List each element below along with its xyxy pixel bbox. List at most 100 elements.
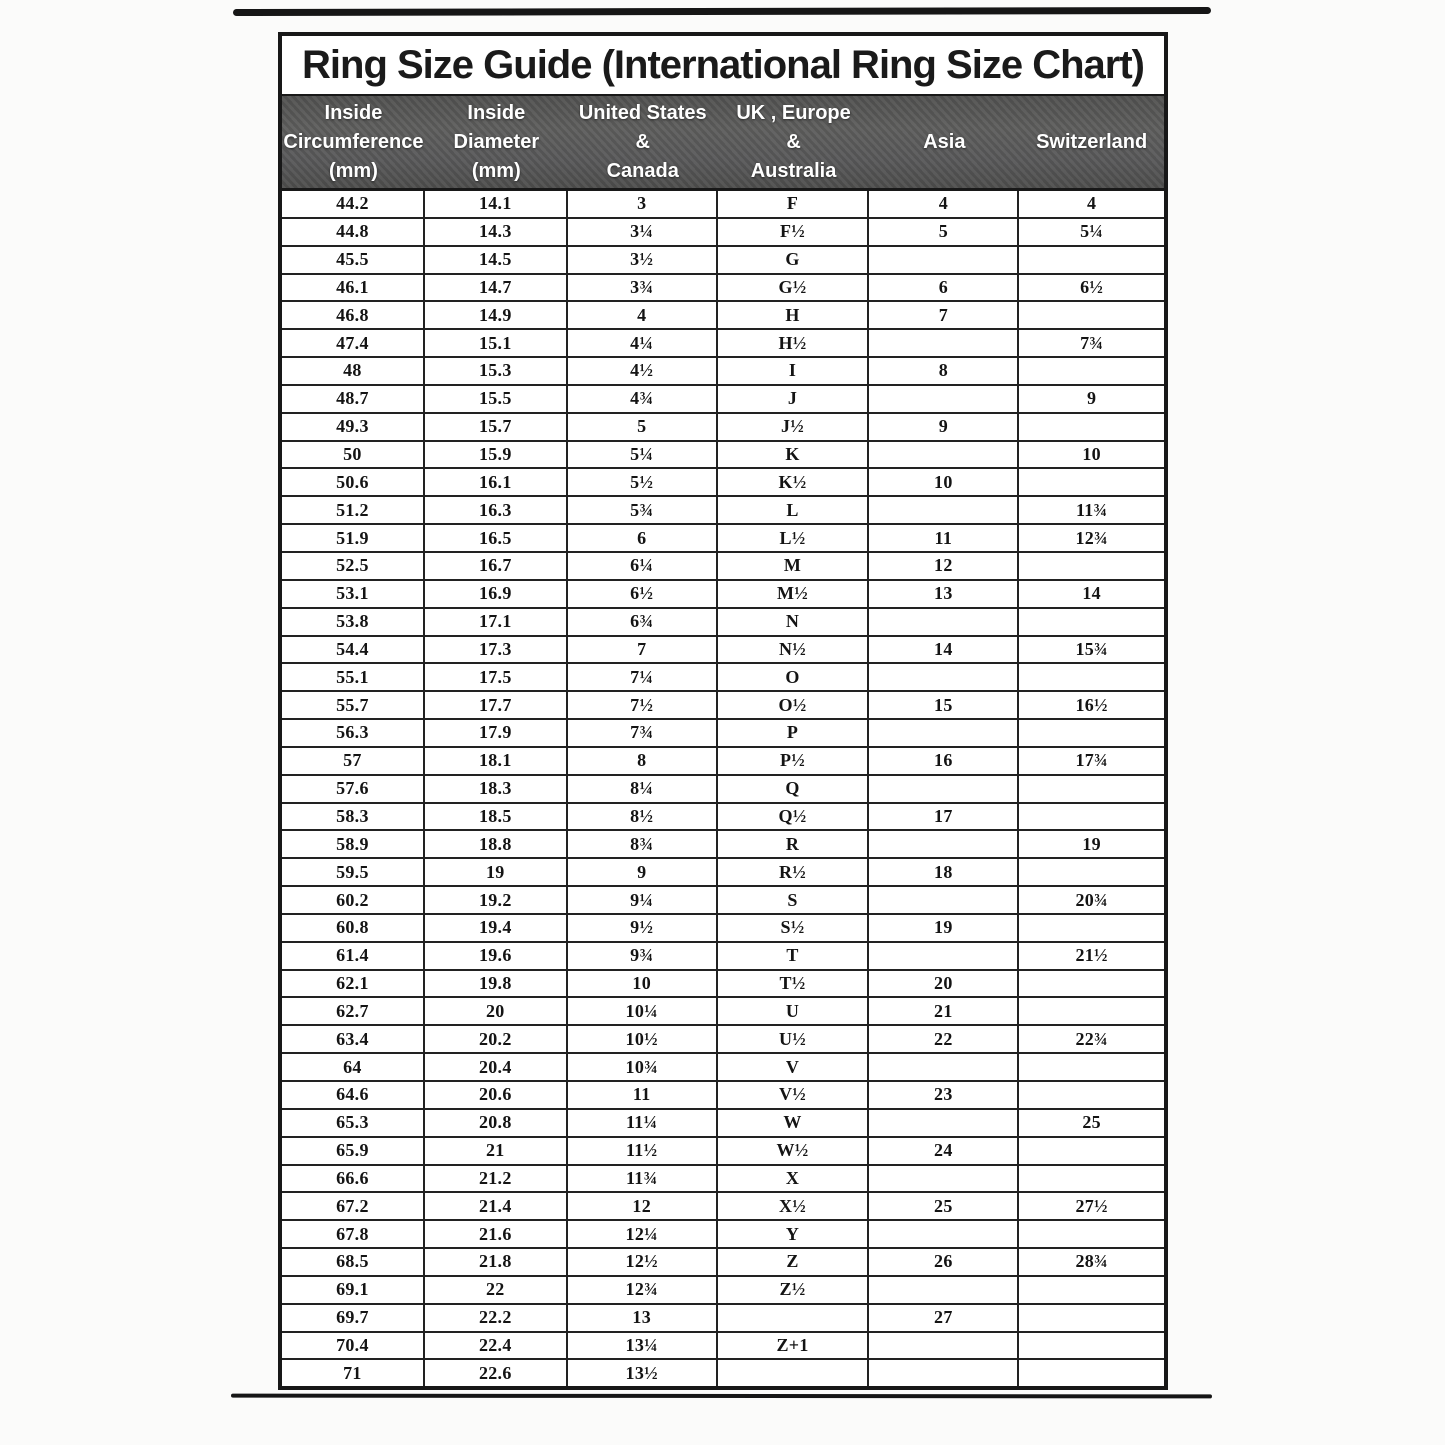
- table-cell: [869, 720, 1020, 746]
- table-row: 70.4 22.4 13¼ Z+1: [282, 1330, 1164, 1359]
- table-cell: [869, 887, 1020, 913]
- table-cell: 21: [869, 998, 1020, 1025]
- table-cell: 44.8: [282, 218, 425, 245]
- table-cell: Y: [718, 1221, 870, 1248]
- table-row: 65.3 20.8 11¼ W 25: [282, 1107, 1164, 1136]
- table-cell: 8½: [568, 803, 718, 830]
- table-cell: 10¾: [568, 1054, 718, 1080]
- table-row: 49.3 15.7 5 J½ 9: [282, 411, 1164, 440]
- table-cell: 62.1: [282, 970, 425, 997]
- table-cell: 15.9: [425, 441, 568, 468]
- table-cell: 13¼: [568, 1332, 718, 1359]
- table-cell: 14.3: [425, 218, 568, 245]
- table-cell: 17.5: [425, 664, 568, 691]
- table-cell: 6½: [1080, 276, 1104, 297]
- table-row: 71 22.6 13½: [282, 1358, 1164, 1387]
- table-row: 58.9 18.8 8¾ R 19: [282, 829, 1164, 858]
- table-cell: 5¼: [568, 441, 718, 468]
- table-row: 50 15.9 5¼ K 10: [282, 439, 1164, 468]
- table-cell: 10½: [568, 1026, 718, 1053]
- table-row: 54.4 17.3 7 N½ 14 15¾: [282, 634, 1164, 663]
- table-cell: 64: [282, 1054, 425, 1080]
- table-row: 46.1 14.7 3¾ G½ 6 6½: [282, 272, 1164, 301]
- table-cell: [1019, 1166, 1164, 1192]
- table-cell: P: [718, 720, 870, 746]
- table-cell: [1019, 1082, 1164, 1108]
- table-cell: L½: [718, 525, 870, 551]
- table-cell: 9¼: [568, 887, 718, 913]
- table-cell: [869, 831, 1020, 858]
- table-cell: 4: [1087, 193, 1097, 214]
- table-cell: 3: [568, 191, 718, 217]
- table-row: 62.1 19.8 10 T½ 20: [282, 968, 1164, 997]
- table-row: 69.7 22.2 13 27: [282, 1302, 1164, 1331]
- table-cell: 14.1: [425, 191, 568, 217]
- table-cell: 15: [869, 692, 1020, 719]
- table-cell: [1019, 1221, 1164, 1247]
- table-cell: 14.7: [425, 274, 568, 301]
- table-cell: [869, 1109, 1020, 1136]
- table-cell: [869, 441, 1020, 468]
- table-cell: [1019, 358, 1164, 384]
- table-cell: 5¼: [1080, 221, 1104, 242]
- table-cell: 18.5: [425, 803, 568, 830]
- table-cell: 9½: [568, 914, 718, 941]
- table-row: 57.6 18.3 8¼ Q: [282, 773, 1164, 802]
- table-cell: 18.3: [425, 775, 568, 802]
- table-cell: 8: [869, 358, 1020, 384]
- table-cell: 68.5: [282, 1249, 425, 1275]
- table-cell: [1019, 609, 1164, 635]
- table-cell: 12: [568, 1193, 718, 1220]
- table-cell: 57.6: [282, 775, 425, 802]
- table-cell: [869, 246, 1020, 273]
- table-cell: 51.9: [282, 525, 425, 551]
- table-row: 60.2 19.2 9¼ S 20¾: [282, 885, 1164, 913]
- table-cell: N½: [718, 636, 870, 663]
- table-cell: 51.2: [282, 497, 425, 524]
- table-cell: 48.7: [282, 385, 425, 412]
- bottom-rule: [230, 1393, 1213, 1399]
- table-cell: 20: [869, 970, 1020, 997]
- table-cell: 21: [425, 1137, 568, 1164]
- table-row: 63.4 20.2 10½ U½ 22 22¾: [282, 1024, 1164, 1053]
- table-cell: 22¾: [1075, 1028, 1108, 1049]
- table-cell: 19: [425, 859, 568, 886]
- table-cell: 16.3: [425, 497, 568, 524]
- table-cell: 22: [425, 1276, 568, 1303]
- table-cell: [1019, 915, 1164, 941]
- table-cell: F: [718, 191, 870, 217]
- table-cell: 46.1: [282, 274, 425, 301]
- table-row: 53.1 16.9 6½ M½ 13 14: [282, 578, 1164, 607]
- table-cell: 16½: [1075, 694, 1108, 715]
- table-cell: 53.1: [282, 580, 425, 607]
- table-cell: [1019, 414, 1164, 440]
- table-cell: 19.2: [425, 887, 568, 913]
- table-cell: R: [718, 831, 870, 858]
- table-cell: 17: [869, 803, 1020, 830]
- table-row: 44.2 14.1 3 F 4 4: [282, 191, 1164, 217]
- table-cell: 52.5: [282, 552, 425, 579]
- table-row: 61.4 19.6 9¾ T 21½: [282, 940, 1164, 969]
- table-cell: 12¾: [568, 1276, 718, 1303]
- table-cell: 17.3: [425, 636, 568, 663]
- table-cell: 15.7: [425, 413, 568, 440]
- table-cell: 58.3: [282, 803, 425, 830]
- table-cell: 22.6: [425, 1360, 568, 1387]
- table-cell: [869, 1360, 1020, 1387]
- table-cell: 7¾: [1080, 332, 1104, 353]
- table-cell: 11: [869, 525, 1020, 551]
- table-cell: 22.4: [425, 1332, 568, 1359]
- table-cell: 19.8: [425, 970, 568, 997]
- table-cell: 20: [425, 998, 568, 1025]
- column-header-1: Inside Diameter (mm): [453, 101, 540, 182]
- table-cell: 5: [869, 218, 1020, 245]
- table-cell: [718, 1304, 870, 1331]
- column-header-0: Inside Circumference (mm): [283, 101, 424, 182]
- column-header-4: Asia: [923, 130, 966, 153]
- table-cell: 5½: [568, 469, 718, 496]
- table-row: 67.2 21.4 12 X½ 25 27½: [282, 1191, 1164, 1220]
- table-cell: N: [718, 608, 870, 635]
- table-row: 58.3 18.5 8½ Q½ 17: [282, 801, 1164, 830]
- table-cell: V: [718, 1054, 870, 1080]
- table-cell: F½: [718, 218, 870, 245]
